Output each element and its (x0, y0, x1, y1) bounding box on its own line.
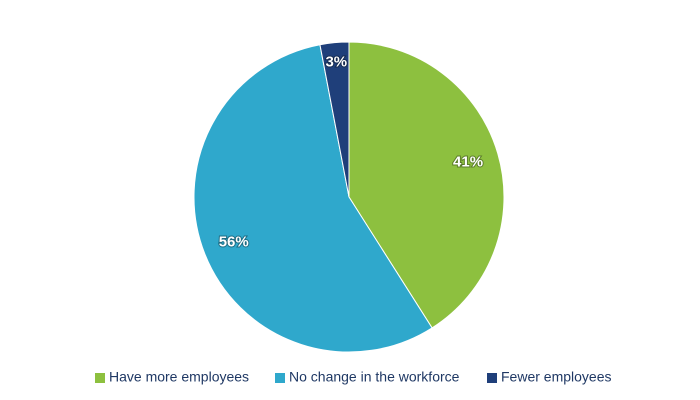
pie-slice (348, 41, 505, 329)
legend-swatch (95, 373, 105, 383)
legend-label: Have more employees (109, 369, 249, 385)
data-label: 41% (453, 153, 483, 170)
data-label: 56% (219, 234, 249, 251)
legend-label: Fewer employees (501, 369, 612, 385)
data-label: 3% (325, 54, 347, 71)
legend-swatch (487, 373, 497, 383)
legend-label: No change in the workforce (289, 369, 460, 385)
pie-slice (319, 41, 350, 198)
pie-slice (193, 44, 433, 353)
legend-swatch (275, 373, 285, 383)
